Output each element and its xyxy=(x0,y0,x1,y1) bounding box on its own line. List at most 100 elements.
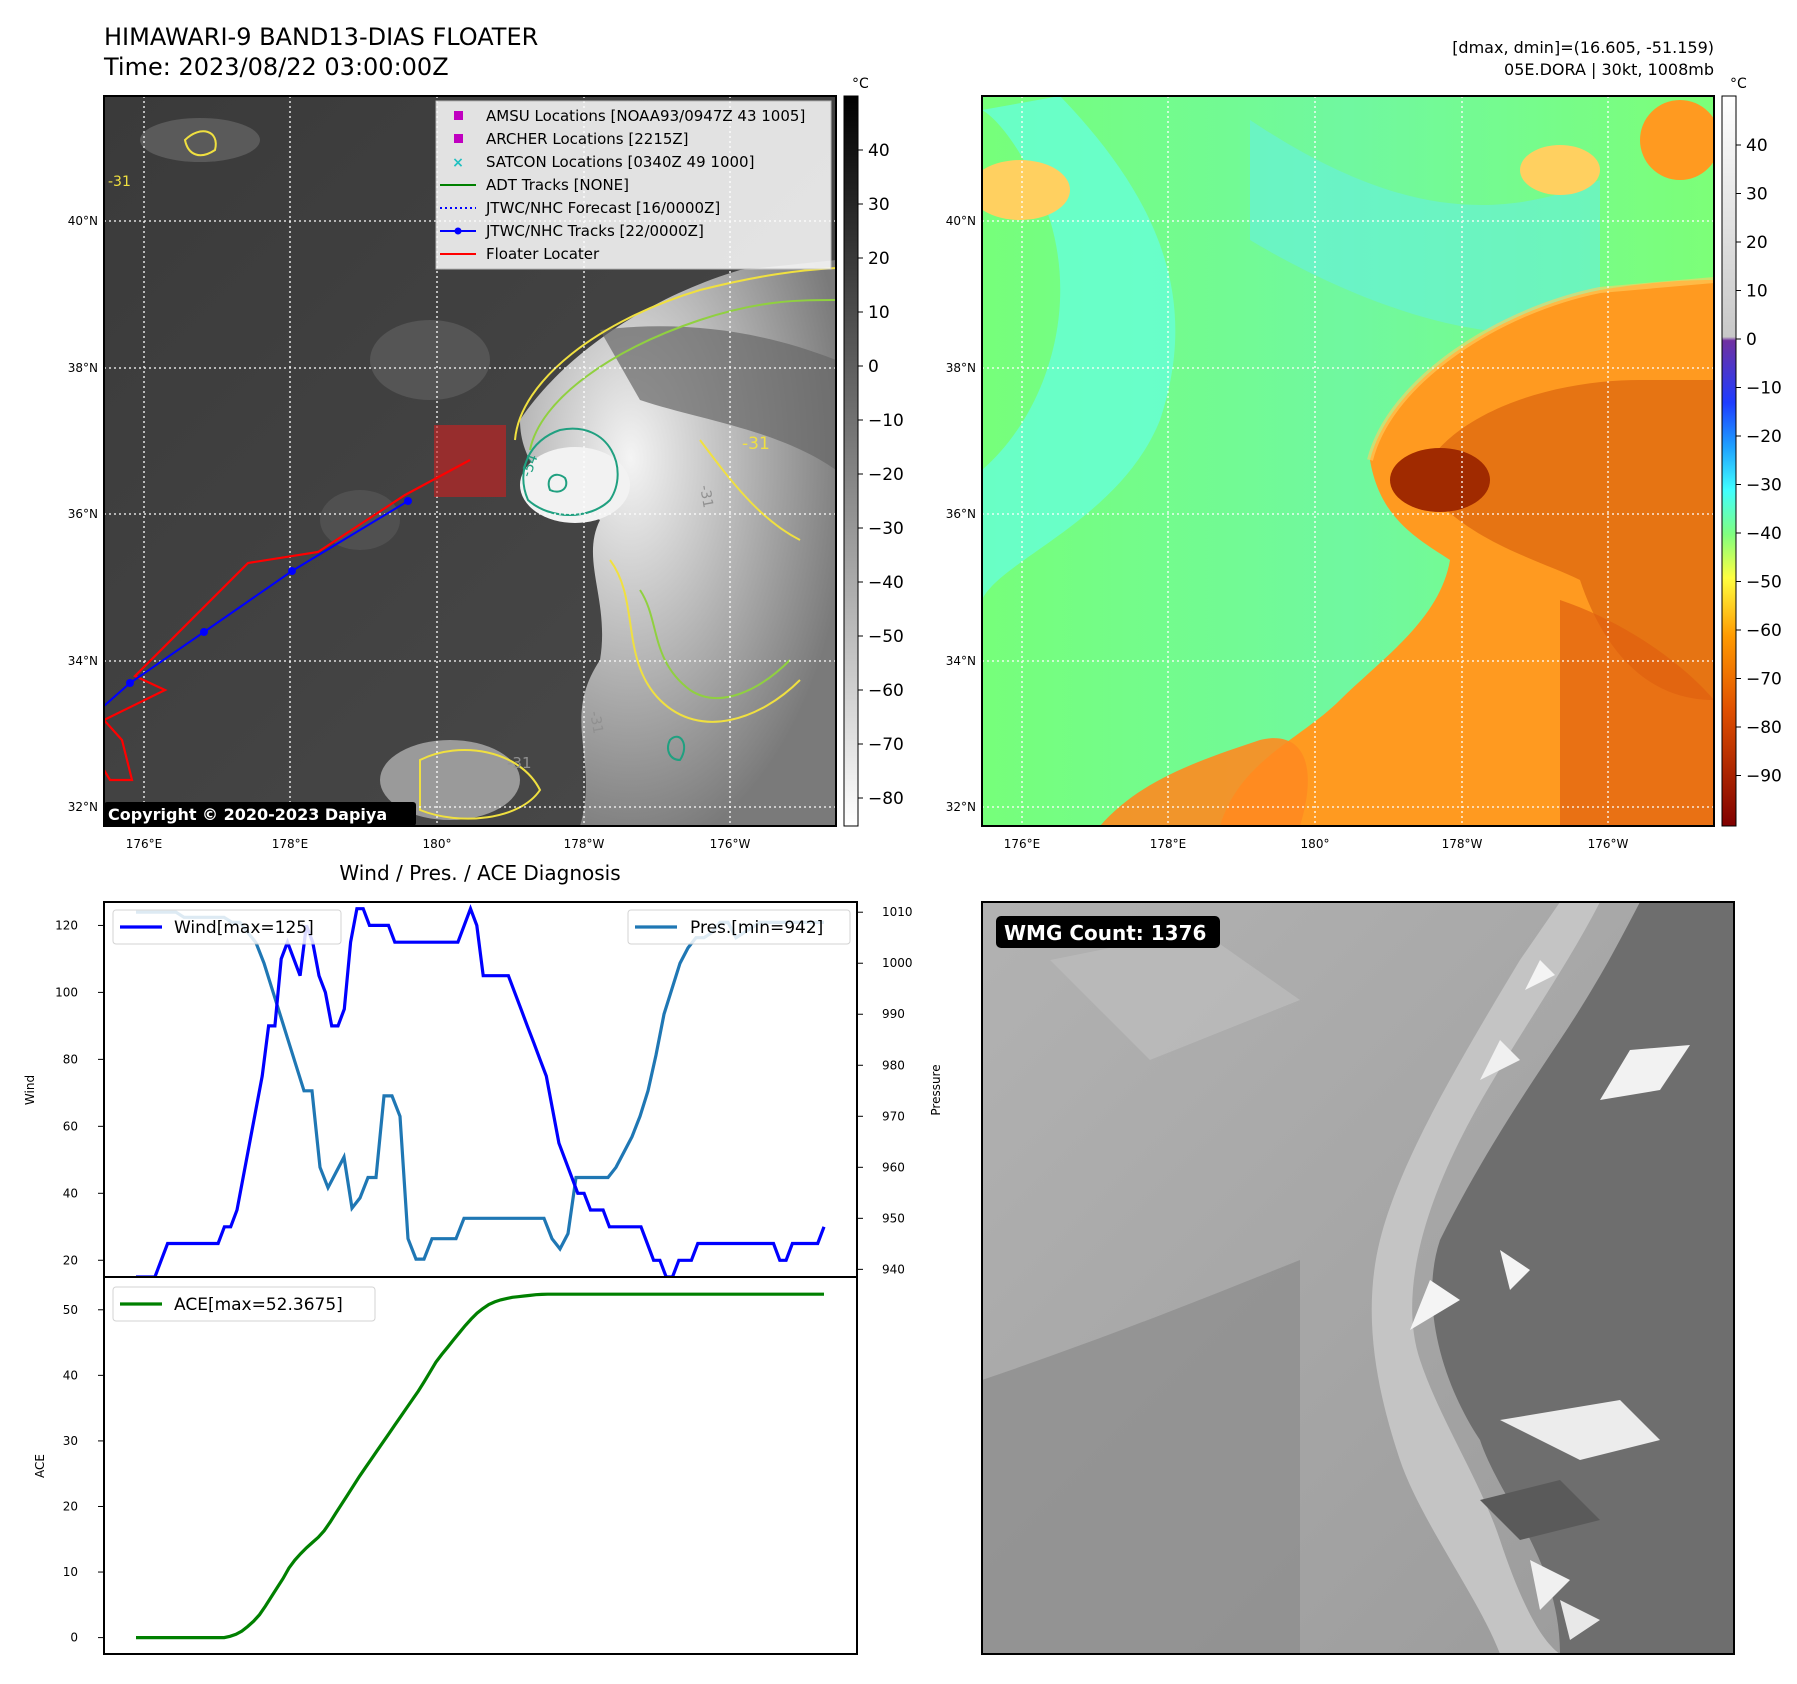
ace-line xyxy=(136,1292,824,1640)
legend-dot-marker xyxy=(454,227,462,235)
colorbar-tick-label: −40 xyxy=(1746,524,1782,544)
lat-label: 34°N xyxy=(68,654,98,668)
y-tick-label: 990 xyxy=(882,1007,905,1021)
y-tick-label: 980 xyxy=(882,1058,905,1072)
colorbar-tick-label: 10 xyxy=(868,303,890,323)
y-tick-label: 970 xyxy=(882,1109,905,1123)
legend-label: JTWC/NHC Forecast [16/0000Z] xyxy=(485,199,720,217)
colorbar-tick-label: 30 xyxy=(868,195,890,215)
wind-pressure-chart: 20 40 60 80 100 120 940 950 960 970 980 990 1000 101… xyxy=(23,901,943,1279)
colorbar-tick-label: 20 xyxy=(1746,233,1768,253)
lat-label: 36°N xyxy=(68,507,98,521)
contour-label: -31 xyxy=(696,484,716,509)
ace-legend-label: ACE[max=52.3675] xyxy=(174,1295,343,1315)
color-map-panel: 40°N 38°N 36°N 34°N 32°N 176°E 178°E 180… xyxy=(946,95,1715,851)
y-tick-label: 20 xyxy=(63,1253,78,1267)
lon-label: 180° xyxy=(423,837,452,851)
y-tick-label: 20 xyxy=(63,1499,78,1513)
contour-label: -31 xyxy=(108,174,131,190)
ir-map-panel: -31 -54 -31 -31 -31 -31 40°N 38°N 36°N 3… xyxy=(68,95,837,851)
y-tick-label: 940 xyxy=(882,1262,905,1276)
legend-entry: × SATCON Locations [0340Z 49 1000] xyxy=(452,153,754,171)
legend-label: SATCON Locations [0340Z 49 1000] xyxy=(486,153,754,171)
storm-info-label: 05E.DORA | 30kt, 1008mb xyxy=(1504,60,1714,79)
colorbar-tick-label: −70 xyxy=(868,735,904,755)
colorbar-unit: °C xyxy=(852,76,869,92)
gray-colorbar: °C 40 30 20 10 0 −10 −20 −30 −40 −50 −60 −70 −80 xyxy=(843,76,904,827)
ace-axis-label: ACE xyxy=(33,1454,47,1478)
ace-chart: 0 10 20 30 40 50 ACE ACE[max=52.3675] xyxy=(33,1276,858,1655)
wmg-count-label: WMG Count: 1376 xyxy=(1004,921,1206,945)
wind-legend: Wind[max=125] xyxy=(112,909,342,945)
lat-label: 38°N xyxy=(946,361,976,375)
dmax-dmin-label: [dmax, dmin]=(16.605, -51.159) xyxy=(1452,38,1714,57)
pressure-legend-label: Pres.[min=942] xyxy=(690,918,823,938)
wmg-count-badge xyxy=(996,916,1220,948)
lat-label: 36°N xyxy=(946,507,976,521)
legend-label: AMSU Locations [NOAA93/0947Z 43 1005] xyxy=(486,107,805,125)
colorbar-tick-label: −10 xyxy=(1746,379,1782,399)
lon-label: 176°W xyxy=(1588,837,1629,851)
wind-axis-label: Wind xyxy=(23,1075,37,1105)
pressure-axis-label: Pressure xyxy=(929,1064,943,1115)
lat-label: 38°N xyxy=(68,361,98,375)
y-tick-label: 40 xyxy=(63,1368,78,1382)
lat-label: 32°N xyxy=(68,800,98,814)
y-tick-label: 10 xyxy=(63,1565,78,1579)
floater-locater-track xyxy=(104,719,134,782)
legend-label: Floater Locater xyxy=(486,245,600,263)
legend-entry: JTWC/NHC Forecast [16/0000Z] xyxy=(440,199,720,217)
legend-label: JTWC/NHC Tracks [22/0000Z] xyxy=(485,222,704,240)
colorbar-tick-label: 40 xyxy=(868,141,890,161)
lat-label: 40°N xyxy=(68,214,98,228)
chart-title: Wind / Pres. / ACE Diagnosis xyxy=(339,861,620,885)
copyright-badge xyxy=(104,802,416,826)
lon-label: 178°W xyxy=(564,837,605,851)
colorbar-tick-label: −20 xyxy=(1746,427,1782,447)
colorbar-tick-label: −80 xyxy=(1746,718,1782,738)
lon-label: 178°W xyxy=(1442,837,1483,851)
colorbar-tick-label: −30 xyxy=(868,519,904,539)
pressure-legend: Pres.[min=942] xyxy=(627,909,851,945)
colorbar-tick-label: −20 xyxy=(868,465,904,485)
contour-label: -54 xyxy=(519,452,542,479)
colorbar-tick-label: −60 xyxy=(1746,621,1782,641)
legend-entry: ADT Tracks [NONE] xyxy=(440,176,629,194)
colorbar-tick-label: 0 xyxy=(1746,330,1757,350)
wind-line xyxy=(136,904,826,1279)
legend-x-marker: × xyxy=(452,155,464,171)
colorbar-tick-label: −50 xyxy=(868,627,904,647)
y-tick-label: 40 xyxy=(63,1186,78,1200)
lon-label: 176°E xyxy=(1004,837,1041,851)
contour-label: -31 xyxy=(742,434,770,454)
colorbar-tick-label: −70 xyxy=(1746,670,1782,690)
lon-label: 178°E xyxy=(272,837,309,851)
colorbar-tick-label: 20 xyxy=(868,249,890,269)
colorbar-tick-label: −90 xyxy=(1746,767,1782,787)
colorbar-tick-label: −10 xyxy=(868,411,904,431)
colorbar-tick-label: −30 xyxy=(1746,476,1782,496)
legend-label: ARCHER Locations [2215Z] xyxy=(486,130,689,148)
wind-legend-label: Wind[max=125] xyxy=(174,918,314,938)
lon-label: 180° xyxy=(1301,837,1330,851)
colorbar-unit: °C xyxy=(1730,76,1747,92)
y-tick-label: 50 xyxy=(63,1303,78,1317)
legend-label: ADT Tracks [NONE] xyxy=(486,176,629,194)
colorbar-tick-label: 10 xyxy=(1746,282,1768,302)
lon-label: 176°W xyxy=(710,837,751,851)
figure-time: Time: 2023/08/22 03:00:00Z xyxy=(103,53,449,81)
colorbar-tick-label: −80 xyxy=(868,789,904,809)
y-tick-label: 100 xyxy=(55,985,78,999)
y-tick-label: 0 xyxy=(70,1631,78,1645)
lat-label: 34°N xyxy=(946,654,976,668)
colorbar-tick-label: 40 xyxy=(1746,136,1768,156)
colorbar-tick-label: −50 xyxy=(1746,573,1782,593)
legend-square-marker xyxy=(454,111,463,120)
legend-entry: JTWC/NHC Tracks [22/0000Z] xyxy=(440,222,704,240)
ace-legend: ACE[max=52.3675] xyxy=(112,1286,376,1322)
y-tick-label: 80 xyxy=(63,1052,78,1066)
y-tick-label: 1000 xyxy=(882,956,913,970)
y-tick-label: 60 xyxy=(63,1119,78,1133)
color-colorbar: °C 40 30 20 10 0 −10 −20 −30 −40 −50 −60 −70 −80 −90 xyxy=(1721,76,1782,827)
